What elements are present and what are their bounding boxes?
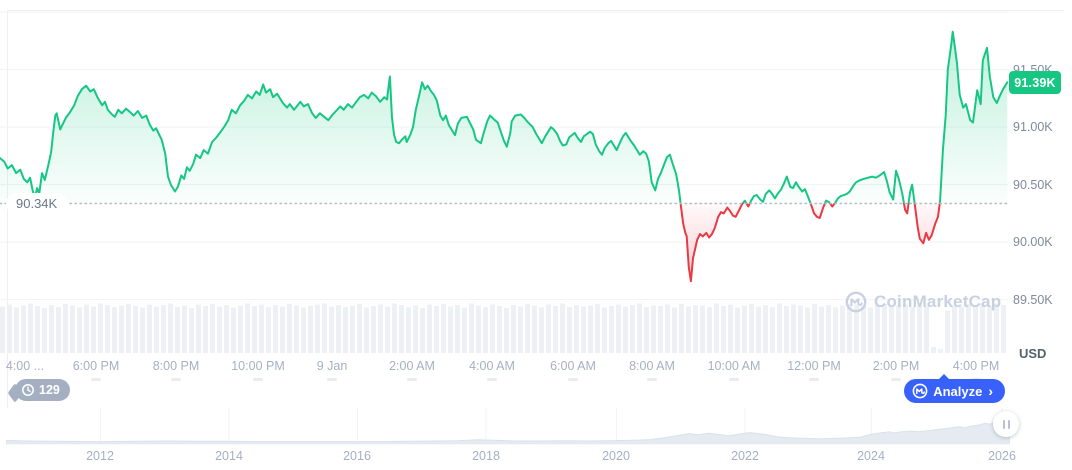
history-count: 129 <box>39 383 60 397</box>
x-axis-tick: 4:00 ... <box>5 359 45 373</box>
analyze-label: Analyze <box>933 383 983 399</box>
current-price-badge: 91.39K <box>1009 71 1061 94</box>
y-axis-tick: 89.50K <box>1013 293 1053 307</box>
y-axis-tick: 90.00K <box>1013 235 1053 249</box>
x-axis-tick: 4:00 AM <box>469 359 515 373</box>
price-chart-canvas[interactable] <box>0 0 1008 356</box>
chevron-right-icon: › <box>988 383 993 399</box>
coinmarketcap-logo-icon <box>845 291 867 313</box>
x-axis-minor-mark <box>568 378 578 381</box>
minimap-year-tick: 2026 <box>988 449 1016 463</box>
x-axis-minor-mark <box>729 378 739 381</box>
baseline-price-value: 90.34K <box>16 196 58 211</box>
history-count-badge[interactable]: 129 <box>15 379 70 401</box>
minimap-year-tick: 2014 <box>215 449 243 463</box>
y-axis-tick: 90.50K <box>1013 178 1053 192</box>
analyze-button[interactable]: Analyze › <box>904 374 1005 403</box>
x-axis-minor-mark <box>407 378 417 381</box>
coinmarketcap-watermark: CoinMarketCap <box>845 291 1001 313</box>
x-axis-tick: 10:00 AM <box>707 359 761 373</box>
minimap-year-tick: 2016 <box>343 449 371 463</box>
minimap-range-handle[interactable] <box>993 411 1019 437</box>
x-axis-minor-mark <box>327 378 337 381</box>
x-axis-minor-mark <box>809 378 819 381</box>
history-clock-icon <box>22 384 34 396</box>
currency-toggle[interactable]: USD <box>1019 346 1047 361</box>
minimap-year-tick: 2024 <box>857 449 885 463</box>
minimap-year-tick: 2020 <box>602 449 630 463</box>
x-axis-tick: 12:00 PM <box>787 359 841 373</box>
x-axis-tick: 9 Jan <box>316 359 348 373</box>
x-axis-minor-mark <box>91 378 101 381</box>
x-axis-tick: 6:00 AM <box>550 359 596 373</box>
timeline-minimap[interactable] <box>6 408 1010 445</box>
y-axis-tick: 91.00K <box>1013 120 1053 134</box>
baseline-price-label: 90.34K <box>6 193 68 214</box>
x-axis-tick: 10:00 PM <box>231 359 285 373</box>
watermark-text: CoinMarketCap <box>874 292 1002 311</box>
x-axis-minor-mark <box>171 378 181 381</box>
x-axis-tick: 8:00 PM <box>152 359 200 373</box>
minimap-year-tick: 2018 <box>472 449 500 463</box>
x-axis-minor-mark <box>891 378 901 381</box>
x-axis-minor-mark <box>487 378 497 381</box>
x-axis-minor-mark <box>647 378 657 381</box>
x-axis-tick: 2:00 AM <box>389 359 435 373</box>
coinmarketcap-logo-icon <box>912 383 928 399</box>
minimap-year-tick: 2022 <box>731 449 759 463</box>
x-axis-minor-mark <box>253 378 263 381</box>
current-price-value: 91.39K <box>1014 75 1056 90</box>
minimap-year-tick: 2012 <box>86 449 114 463</box>
card-top-border <box>8 10 1064 11</box>
x-axis-tick: 6:00 PM <box>72 359 120 373</box>
x-axis-tick: 2:00 PM <box>872 359 920 373</box>
x-axis-tick: 4:00 PM <box>952 359 1000 373</box>
analyze-tooltip-notch <box>938 374 951 380</box>
x-axis-tick: 8:00 AM <box>629 359 675 373</box>
